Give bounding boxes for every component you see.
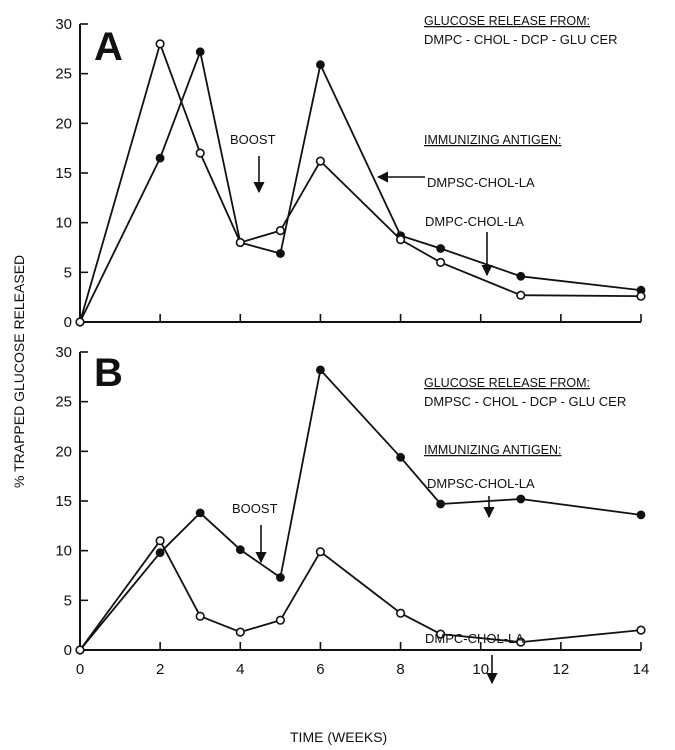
panel-b-point-dmpsc — [636, 510, 646, 520]
panel-b-y-tick-label: 30 — [55, 344, 72, 361]
panel-b-point-dmpc — [155, 536, 165, 546]
panel-a-point-dmpc — [516, 290, 526, 300]
panel-a-point-dmpsc — [315, 60, 325, 70]
panel-a-point-dmpc — [155, 39, 165, 49]
x-tick-label: 12 — [553, 661, 570, 678]
panel-a-line-dmpc — [79, 43, 642, 323]
panel-b-boost-label: BOOST — [232, 501, 278, 516]
panel-b-label-dmpsc: DMPSC-CHOL-LA — [427, 476, 535, 491]
panel-b-y-tick-label: 20 — [55, 443, 72, 460]
panel-a-point-dmpc — [315, 156, 326, 166]
panel-a-point-dmpsc — [155, 153, 165, 163]
panel-b-point-dmpc — [636, 625, 646, 635]
panel-a-point-dmpsc — [195, 47, 205, 57]
axes: 0 5 10 15 20 25 30 0 5 10 15 20 25 30 0 2 4 6 8 10 12 14 — [55, 16, 649, 678]
panel-a-y-tick-label: 10 — [55, 215, 72, 232]
panel-b-point-dmpc — [195, 611, 205, 621]
panel-b-point-dmpc — [235, 627, 245, 637]
panel-b-y-tick-label: 10 — [55, 543, 72, 560]
panel-b-point-dmpc — [396, 608, 406, 618]
panel-a-y-tick-label: 0 — [64, 314, 72, 331]
panel-a-point-dmpc — [75, 317, 85, 327]
panel-a-point-dmpc — [275, 226, 286, 236]
x-axis-label: TIME (WEEKS) — [290, 729, 387, 745]
panel-label-a: A — [94, 25, 123, 69]
panel-a-point-dmpc — [436, 257, 446, 268]
panel-a-point-dmpsc — [436, 244, 445, 253]
panel-b-point-dmpsc — [315, 365, 325, 375]
panel-b-point-dmpsc — [436, 499, 445, 509]
panel-a-y-tick-label: 5 — [64, 264, 72, 281]
panel-a-point-dmpsc — [275, 249, 285, 258]
panel-a-label-dmpc: DMPC-CHOL-LA — [425, 214, 524, 229]
panel-b-point-dmpsc — [516, 494, 526, 504]
panel-b-point-dmpc — [315, 547, 326, 557]
panel-b-point-dmpsc — [396, 452, 405, 462]
panel-a-point-dmpc — [396, 235, 406, 245]
panel-b-point-dmpc — [516, 637, 526, 647]
panel-a-y-tick-label: 25 — [55, 66, 72, 83]
panel-a-point-dmpc — [636, 291, 646, 301]
panel-a-header-release: GLUCOSE RELEASE FROM: — [424, 14, 590, 28]
panel-b-line-dmpc — [79, 539, 642, 651]
panel-a-y-tick-label: 30 — [55, 16, 72, 33]
x-tick-label: 6 — [316, 661, 324, 678]
panel-b-label-dmpc: DMPC-CHOL-LA — [425, 631, 524, 646]
x-tick-label: 2 — [156, 661, 164, 678]
panel-b-point-dmpc — [436, 629, 446, 639]
panel-a-point-dmpsc — [516, 271, 526, 281]
panel-a-point-dmpc — [235, 237, 245, 248]
panel-a-line-dmpsc — [79, 50, 642, 323]
chart-marks — [75, 39, 646, 655]
panel-a-header-antigen: IMMUNIZING ANTIGEN: — [424, 133, 562, 147]
y-axis-label: % TRAPPED GLUCOSE RELEASED — [11, 255, 27, 488]
panel-b-header-antigen: IMMUNIZING ANTIGEN: — [424, 443, 562, 457]
x-tick-label: 10 — [472, 661, 489, 678]
panel-b-point-dmpsc — [195, 508, 205, 518]
panel-a-header-liposome: DMPC - CHOL - DCP - GLU CER — [424, 32, 618, 47]
panel-b-header-liposome: DMPSC - CHOL - DCP - GLU CER — [424, 394, 626, 409]
panel-b-header-release: GLUCOSE RELEASE FROM: — [424, 376, 590, 390]
panel-a-y-tick-label: 15 — [55, 165, 72, 182]
x-tick-label: 0 — [76, 661, 84, 678]
panel-b-y-tick-label: 25 — [55, 394, 72, 411]
panel-b-point-dmpsc — [155, 548, 165, 558]
panel-b-y-tick-label: 5 — [64, 592, 72, 609]
panel-a-label-dmpsc: DMPSC-CHOL-LA — [427, 175, 535, 190]
panel-b-point-dmpc — [275, 615, 286, 625]
panel-b-y-tick-label: 0 — [64, 642, 72, 659]
x-tick-label: 4 — [236, 661, 244, 678]
panel-a-boost-label: BOOST — [230, 132, 276, 147]
panel-b-point-dmpsc — [275, 573, 285, 582]
panel-a-y-tick-label: 20 — [55, 115, 72, 132]
panel-a-point-dmpc — [195, 148, 205, 158]
x-tick-label: 8 — [396, 661, 404, 678]
panel-label-b: B — [94, 351, 123, 395]
panel-b-line-dmpsc — [79, 368, 642, 651]
panel-b-point-dmpc — [75, 645, 85, 655]
panel-b-y-tick-label: 15 — [55, 493, 72, 510]
panel-b-point-dmpsc — [235, 545, 245, 555]
x-tick-label: 14 — [633, 661, 650, 678]
